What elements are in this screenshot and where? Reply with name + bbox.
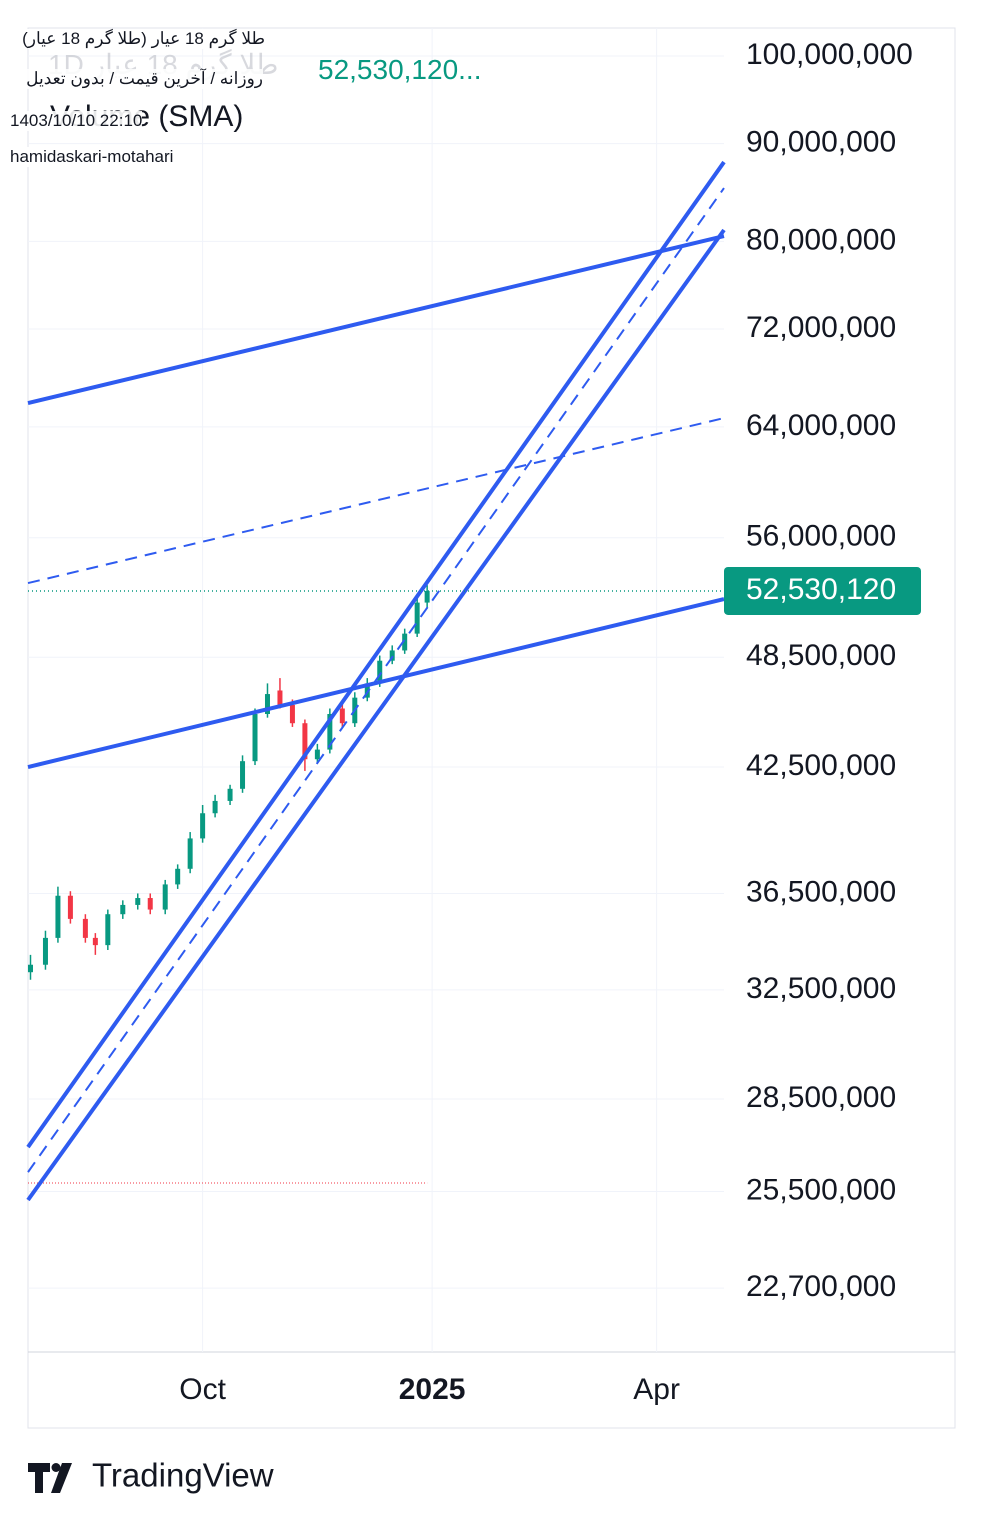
candle-body (277, 690, 283, 705)
trend-line (26, 160, 726, 1149)
y-tick-label: 22,700,000 (746, 1270, 896, 1303)
y-tick-label: 42,500,000 (746, 749, 896, 782)
x-tick-label: Oct (179, 1373, 226, 1406)
y-tick-label: 28,500,000 (746, 1081, 896, 1114)
candle-body (55, 895, 61, 938)
candle-body (27, 964, 33, 973)
y-tick-label: 36,500,000 (746, 875, 896, 908)
candle-body (389, 650, 395, 661)
candle-body (377, 660, 383, 684)
legend-price: 52,530,120... (318, 54, 482, 85)
trend-line (26, 228, 726, 1202)
trend-line (27, 234, 725, 405)
y-tick-label: 80,000,000 (746, 223, 896, 256)
frame (27, 27, 956, 1429)
candle-body (402, 633, 408, 651)
candle-body (120, 904, 126, 915)
candle-body (42, 937, 48, 965)
last-price-label: 52,530,120 (746, 573, 896, 606)
y-tick-label: 25,500,000 (746, 1173, 896, 1206)
candle-body (302, 723, 308, 760)
y-tick-label: 48,500,000 (746, 639, 896, 672)
last-price-badge (724, 566, 921, 615)
candle-body (82, 918, 88, 938)
header-subtitle: روزانه / آخرین قیمت / بدون تعدیل (26, 69, 263, 89)
candle-body (67, 895, 73, 919)
y-tick-label: 32,500,000 (746, 972, 896, 1005)
candle-body (187, 838, 193, 869)
header-datetime: 1403/10/10 22:10 (10, 111, 143, 131)
candle-body (264, 694, 270, 714)
trend-line (27, 417, 725, 585)
candle-body (414, 602, 420, 634)
brand: TradingView (92, 1457, 274, 1494)
candle-body (200, 813, 206, 839)
brand-logo (28, 1463, 72, 1493)
candle-body (339, 708, 345, 724)
y-tick-label: 90,000,000 (746, 125, 896, 158)
candle-body (252, 713, 258, 762)
y-tick-label: 72,000,000 (746, 311, 896, 344)
header-author: hamidaskari-motahari (10, 147, 174, 167)
candle-body (175, 868, 181, 885)
x-tick-label: 2025 (399, 1373, 466, 1406)
y-tick-label: 64,000,000 (746, 409, 896, 442)
trend-line (27, 187, 725, 1173)
y-tick-label: 56,000,000 (746, 520, 896, 553)
header-title: طلا گرم 18 عیار (طلا گرم 18 عیار) (22, 29, 265, 49)
candle-body (424, 590, 430, 603)
candle-body (240, 761, 246, 789)
candle-body (212, 800, 218, 814)
candle-body (327, 713, 333, 750)
candle-body (289, 704, 295, 724)
candle-body (227, 788, 233, 801)
x-tick-label: Apr (633, 1373, 680, 1406)
candle-body (105, 914, 111, 946)
candle-body (135, 898, 141, 905)
candle-body (92, 937, 98, 946)
candle-body (314, 749, 320, 760)
candle-body (162, 884, 168, 910)
trend-line (27, 597, 725, 769)
candle-body (147, 898, 153, 910)
candle-body (364, 683, 370, 698)
y-tick-label: 100,000,000 (746, 38, 913, 71)
